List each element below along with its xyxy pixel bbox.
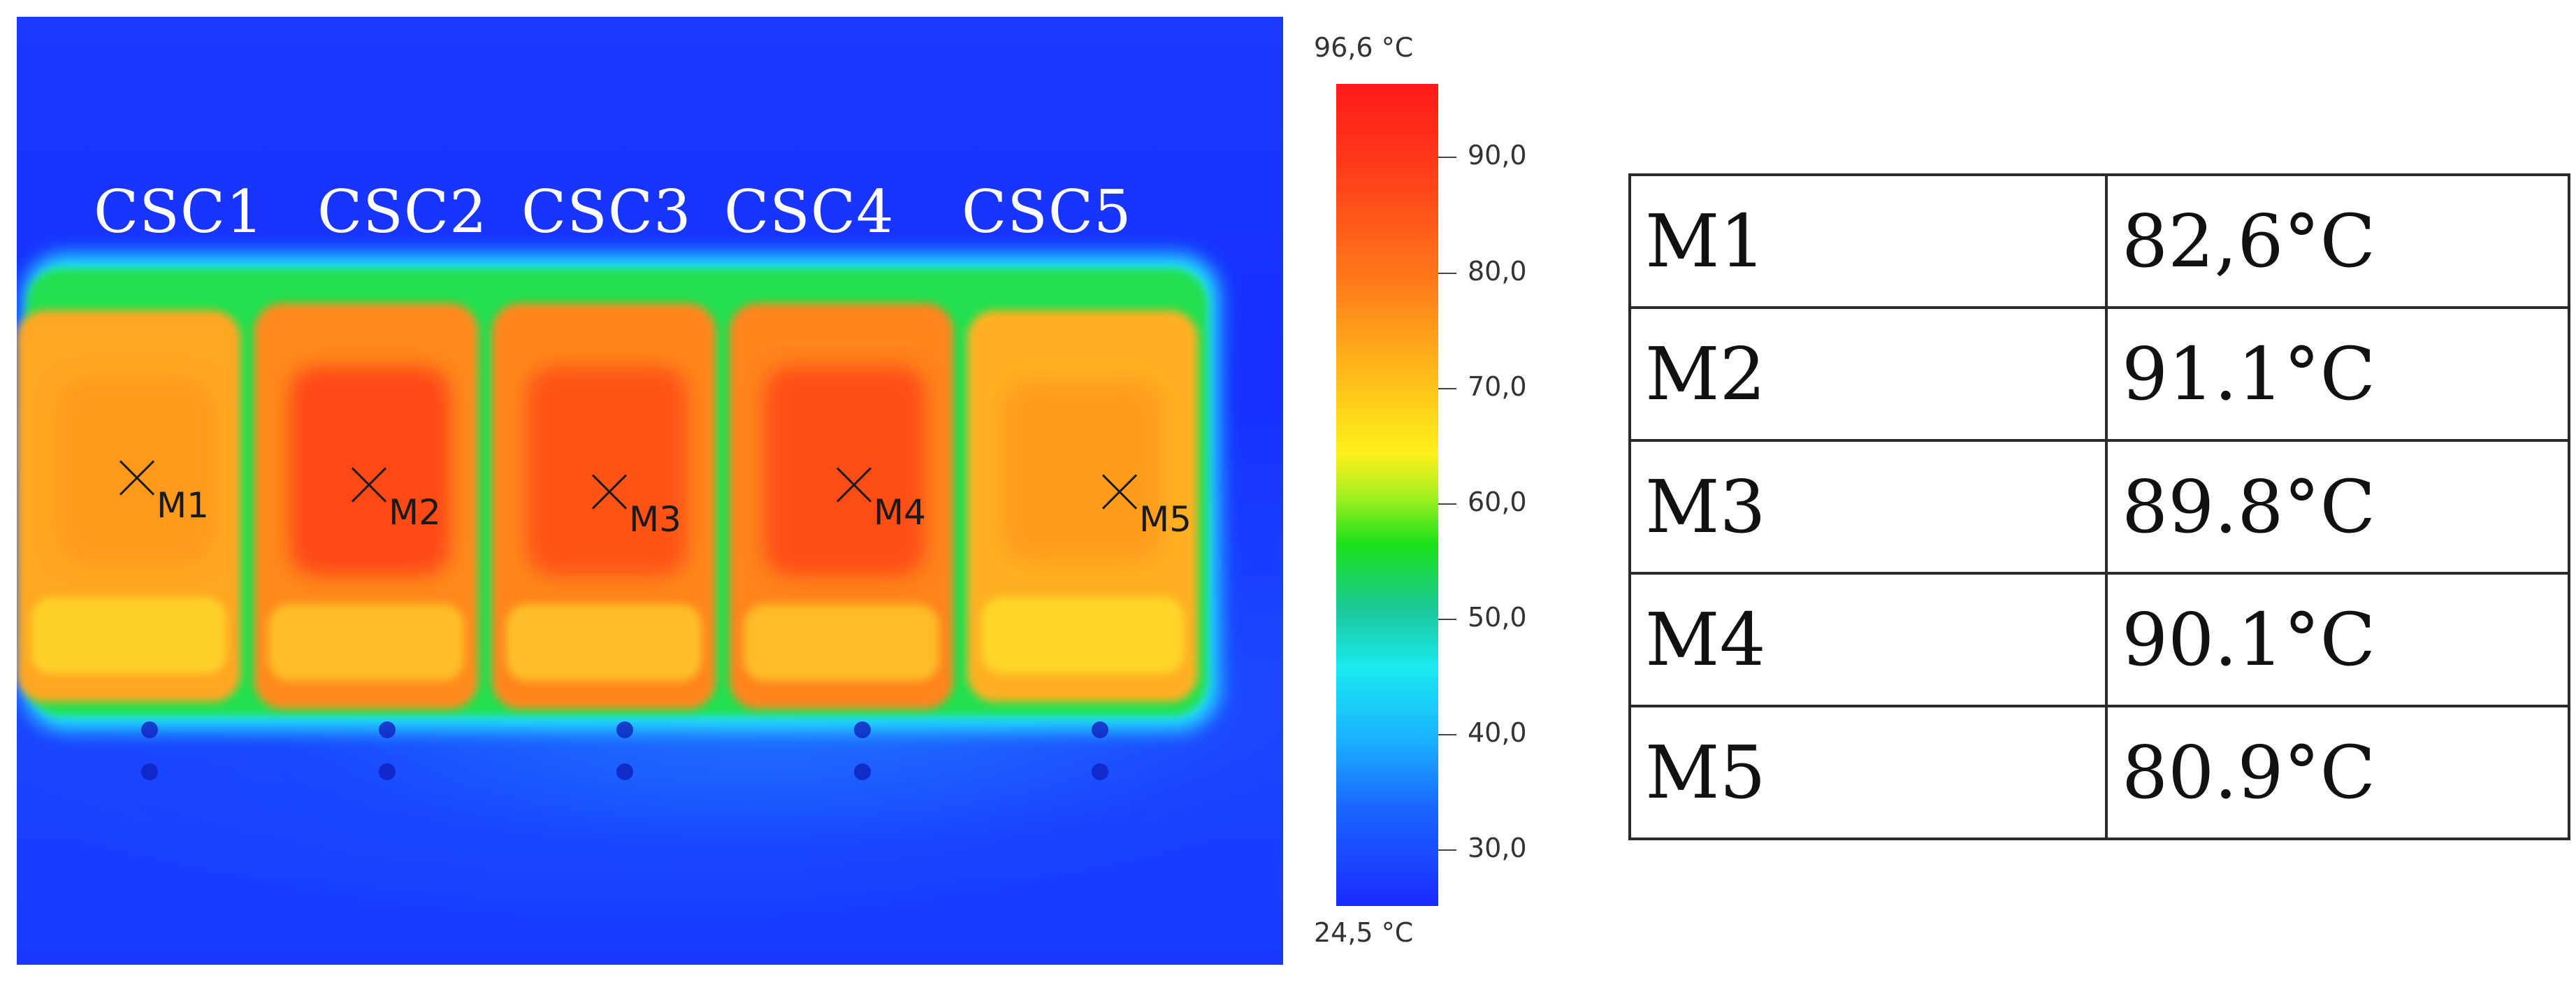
table-row: M3 89.8°C [1628, 439, 2570, 575]
scale-tick [1438, 503, 1456, 505]
point-cell: M5 [1628, 705, 2108, 840]
scale-tick-label: 60,0 [1468, 487, 1527, 517]
marker-cross-m2 [348, 464, 390, 506]
scale-tick-label: 70,0 [1468, 371, 1527, 402]
value-cell: 82,6°C [2105, 173, 2570, 309]
marker-cross-m3 [588, 471, 630, 513]
marker-label-m5: M5 [1139, 499, 1192, 540]
scale-tick [1438, 157, 1456, 158]
value-cell: 90.1°C [2105, 572, 2570, 707]
measurement-table: M1 82,6°C M2 91.1°C M3 89.8°C M4 90.1°C … [1628, 173, 2570, 840]
scale-tick [1438, 734, 1456, 735]
table-row: M2 91.1°C [1628, 306, 2570, 442]
module-label-csc2: CSC2 [317, 178, 488, 246]
module-label-csc5: CSC5 [962, 178, 1132, 246]
marker-label-m3: M3 [629, 499, 681, 540]
marker-cross-m1 [116, 457, 158, 499]
scale-tick-label: 90,0 [1468, 140, 1527, 171]
marker-label-m2: M2 [389, 492, 441, 533]
table-row: M1 82,6°C [1628, 173, 2570, 309]
module-label-csc1: CSC1 [94, 178, 264, 246]
scale-tick [1438, 619, 1456, 620]
scale-tick-label: 30,0 [1468, 833, 1527, 863]
scale-max-label: 96,6 °C [1314, 32, 1414, 63]
point-cell: M2 [1628, 306, 2108, 442]
scale-tick [1438, 388, 1456, 389]
scale-tick-label: 40,0 [1468, 717, 1527, 748]
value-cell: 89.8°C [2105, 439, 2570, 575]
scale-tick-label: 80,0 [1468, 256, 1527, 287]
point-cell: M4 [1628, 572, 2108, 707]
marker-label-m4: M4 [874, 492, 926, 533]
table-row: M4 90.1°C [1628, 572, 2570, 707]
scale-tick [1438, 849, 1456, 851]
module-label-csc3: CSC3 [521, 178, 692, 246]
module-label-csc4: CSC4 [724, 178, 895, 246]
scale-tick [1438, 273, 1456, 274]
scale-min-label: 24,5 °C [1314, 917, 1414, 948]
scale-tick-label: 50,0 [1468, 602, 1527, 633]
thermal-image: CSC1 CSC2 CSC3 CSC4 CSC5 M1 M2 M3 M4 M5 [17, 17, 1283, 965]
marker-label-m1: M1 [157, 485, 209, 526]
value-cell: 91.1°C [2105, 306, 2570, 442]
point-cell: M3 [1628, 439, 2108, 575]
point-cell: M1 [1628, 173, 2108, 309]
marker-cross-m4 [833, 464, 875, 506]
thermal-heatmap [17, 254, 1219, 780]
table-row: M5 80.9°C [1628, 705, 2570, 840]
value-cell: 80.9°C [2105, 705, 2570, 840]
marker-cross-m5 [1099, 471, 1141, 513]
temperature-colorbar [1336, 84, 1438, 906]
